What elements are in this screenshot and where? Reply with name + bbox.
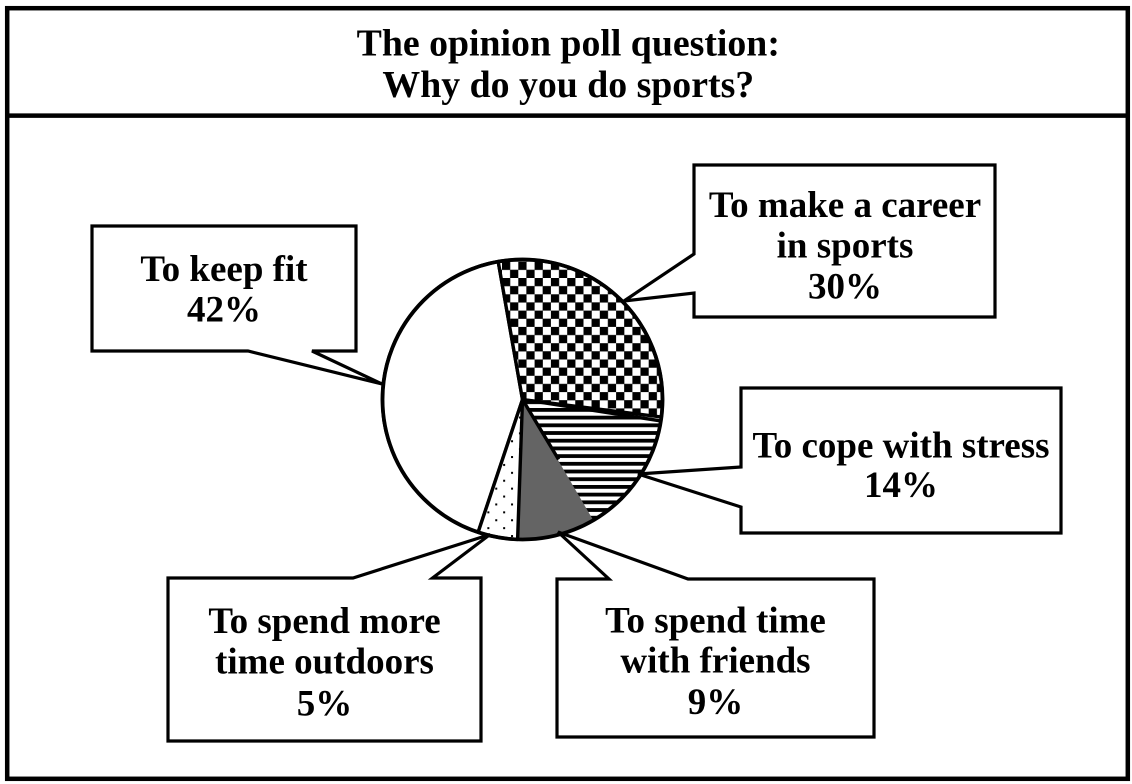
svg-text:30%: 30% [808, 266, 882, 307]
svg-text:14%: 14% [864, 465, 938, 506]
svg-text:5%: 5% [297, 683, 353, 724]
svg-text:The opinion poll question:: The opinion poll question: [357, 22, 780, 64]
svg-text:42%: 42% [187, 289, 261, 330]
svg-text:with friends: with friends [620, 640, 810, 681]
svg-text:time outdoors: time outdoors [215, 642, 434, 683]
svg-text:Why do you do sports?: Why do you do sports? [382, 64, 754, 106]
svg-text:To spend more: To spend more [208, 601, 440, 642]
svg-text:To spend time: To spend time [605, 600, 826, 641]
svg-text:in sports: in sports [777, 226, 914, 267]
svg-text:To make a career: To make a career [709, 185, 981, 226]
svg-text:To cope with stress: To cope with stress [752, 425, 1049, 466]
svg-text:To keep fit: To keep fit [140, 249, 308, 290]
svg-text:9%: 9% [688, 682, 744, 723]
